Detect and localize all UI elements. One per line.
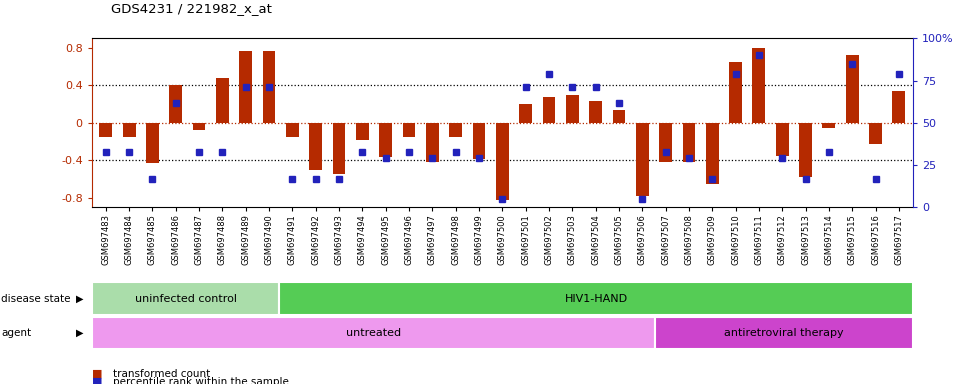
Bar	[776, 123, 788, 156]
Bar	[566, 95, 579, 123]
Bar	[655, 317, 913, 349]
Text: ■: ■	[92, 376, 102, 384]
Text: antiretroviral therapy: antiretroviral therapy	[724, 328, 843, 338]
Text: HIV1-HAND: HIV1-HAND	[564, 293, 628, 304]
Bar	[279, 282, 913, 315]
Bar	[92, 282, 279, 315]
Bar	[99, 123, 112, 137]
Text: ■: ■	[92, 369, 102, 379]
Bar	[589, 101, 602, 123]
Bar	[683, 123, 696, 162]
Text: ▶: ▶	[76, 293, 84, 304]
Bar	[636, 123, 649, 196]
Bar	[146, 123, 158, 163]
Text: transformed count: transformed count	[113, 369, 211, 379]
Text: percentile rank within the sample: percentile rank within the sample	[113, 376, 289, 384]
Bar	[380, 123, 392, 157]
Bar	[729, 62, 742, 123]
Bar	[286, 123, 298, 137]
Text: untreated: untreated	[346, 328, 401, 338]
Bar	[449, 123, 462, 137]
Bar	[753, 48, 765, 123]
Text: uninfected control: uninfected control	[134, 293, 237, 304]
Bar	[123, 123, 135, 137]
Bar	[799, 123, 812, 177]
Bar	[496, 123, 509, 200]
Bar	[706, 123, 719, 184]
Text: ▶: ▶	[76, 328, 84, 338]
Bar	[659, 123, 672, 162]
Bar	[426, 123, 439, 162]
Bar	[263, 51, 275, 123]
Bar	[893, 91, 905, 123]
Bar	[332, 123, 346, 174]
Bar	[403, 123, 415, 137]
Bar	[612, 110, 625, 123]
Text: agent: agent	[1, 328, 31, 338]
Bar	[472, 123, 485, 159]
Bar	[216, 78, 229, 123]
Bar	[192, 123, 206, 131]
Bar	[240, 51, 252, 123]
Bar	[355, 123, 369, 140]
Bar	[520, 104, 532, 123]
Bar	[869, 123, 882, 144]
Bar	[169, 85, 183, 123]
Bar	[543, 97, 555, 123]
Bar	[309, 123, 322, 170]
Text: disease state: disease state	[1, 293, 71, 304]
Bar	[846, 55, 859, 123]
Bar	[92, 317, 655, 349]
Text: GDS4231 / 221982_x_at: GDS4231 / 221982_x_at	[111, 2, 272, 15]
Bar	[822, 123, 836, 127]
